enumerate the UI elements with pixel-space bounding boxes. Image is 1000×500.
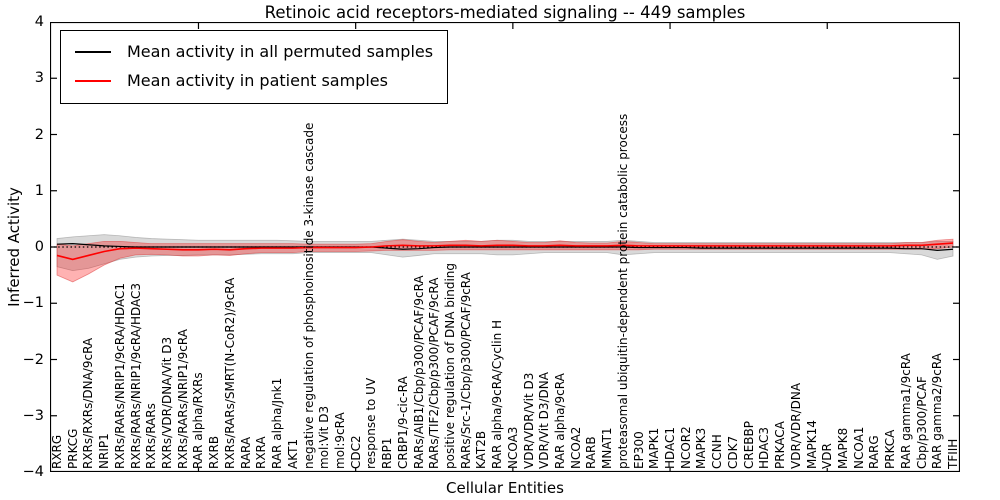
x-axis-label: Cellular Entities bbox=[446, 479, 564, 497]
xtick-label: RXRs/RARs/NRIP1/9cRA bbox=[175, 329, 190, 469]
xtick-label: NCOA1 bbox=[851, 426, 866, 469]
legend-label-patient: Mean activity in patient samples bbox=[127, 71, 388, 90]
legend-item-permuted: Mean activity in all permuted samples bbox=[75, 37, 433, 66]
xtick-label: RXRA bbox=[254, 436, 269, 469]
xtick-label: RAR alpha/9cRA/Cyclin H bbox=[490, 319, 505, 469]
xtick-label: VDR/VDR/DNA bbox=[788, 382, 803, 469]
xtick-label: RARA bbox=[238, 436, 253, 469]
xtick-label: MAPK8 bbox=[835, 427, 850, 469]
xtick-label: MAPK3 bbox=[694, 427, 709, 469]
ytick-label: 2 bbox=[34, 126, 44, 143]
xtick-label: CCNH bbox=[710, 434, 725, 469]
mean-line-patient bbox=[56, 242, 954, 261]
xtick-label: CDC2 bbox=[348, 435, 363, 469]
xtick-label: RARB bbox=[584, 436, 599, 469]
xtick-label: VDR/VDR/Vit D3 bbox=[521, 372, 536, 469]
xtick-label: RAR gamma1/9cRA bbox=[898, 353, 913, 469]
xtick-label: RAR alpha/Jnk1 bbox=[270, 377, 285, 469]
xtick-label: PRKCG bbox=[65, 428, 80, 469]
ytick-label: 0 bbox=[34, 239, 44, 255]
xtick-label: mol:Vit D3 bbox=[317, 405, 332, 469]
xtick-label: KAT2B bbox=[474, 430, 489, 469]
xtick-label: RXRs/VDR/DNA/Vit D3 bbox=[160, 336, 175, 469]
xtick-label: RARs/TIF2/Cbp/p300/PCAF/9cRA bbox=[427, 277, 442, 469]
xtick-label: RAR alpha/9cRA bbox=[553, 373, 568, 469]
xtick-label: CRBP1/9-cic-RA bbox=[395, 376, 410, 469]
xtick-label: RARG bbox=[867, 435, 882, 469]
xtick-label: PRKCA bbox=[883, 429, 898, 469]
xtick-label: HDAC3 bbox=[757, 426, 772, 469]
legend-line-red-icon bbox=[75, 79, 111, 82]
xtick-label: CDK7 bbox=[725, 435, 740, 469]
ytick-label: −2 bbox=[22, 351, 44, 368]
legend-label-permuted: Mean activity in all permuted samples bbox=[127, 42, 434, 61]
xtick-label: RXRs/RARs/NRIP1/9cRA/HDAC3 bbox=[128, 282, 143, 469]
xtick-label: MNAT1 bbox=[600, 427, 615, 469]
xtick-label: NCOA3 bbox=[505, 426, 520, 469]
xtick-label: MAPK14 bbox=[804, 420, 819, 469]
xtick-label: NRIP1 bbox=[97, 433, 112, 469]
mean-line-permuted bbox=[56, 243, 954, 251]
plot-svg bbox=[50, 22, 960, 472]
xtick-label: NCOA2 bbox=[568, 426, 583, 469]
ytick-label: 3 bbox=[34, 70, 44, 87]
xtick-label: RARs/AIB1/Cbp/p300/PCAF/9cRA bbox=[411, 275, 426, 469]
xtick-label: NCOR2 bbox=[678, 426, 693, 469]
xtick-label: proteasomal ubiquitin-dependent protein … bbox=[615, 113, 630, 469]
xtick-label: AKT1 bbox=[285, 438, 300, 469]
ytick-label: 4 bbox=[34, 14, 44, 30]
xtick-label: negative regulation of phosphoinositide … bbox=[301, 122, 316, 469]
chart-title: Retinoic acid receptors-mediated signali… bbox=[264, 3, 746, 22]
ytick-label: 1 bbox=[34, 182, 44, 199]
xtick-label: RBP1 bbox=[380, 437, 395, 469]
xtick-label: TFIIH bbox=[946, 438, 960, 469]
xtick-label: CREBBP bbox=[741, 421, 756, 469]
xtick-label: PRKACA bbox=[773, 421, 788, 469]
legend-line-black-icon bbox=[75, 50, 111, 53]
xtick-label: response to UV bbox=[364, 377, 379, 469]
xtick-label: RXRs/RARs/NRIP1/9cRA/HDAC1 bbox=[112, 282, 127, 469]
legend: Mean activity in all permuted samples Me… bbox=[60, 30, 449, 104]
xtick-label: VDR/Vit D3/DNA bbox=[537, 372, 552, 469]
xtick-label: RAR gamma2/9cRA bbox=[930, 353, 945, 469]
xtick-label: RXRs/RARs/SMRT(N-CoR2)/9cRA bbox=[222, 277, 237, 469]
xtick-label: RARs/Src-1/Cbp/p300/PCAF/9cRA bbox=[458, 272, 473, 469]
xtick-label: VDR bbox=[820, 443, 835, 469]
ytick-label: −1 bbox=[22, 295, 44, 312]
xtick-label: RXRG bbox=[50, 434, 64, 469]
xtick-label: HDAC1 bbox=[663, 426, 678, 469]
ytick-label: −4 bbox=[22, 464, 44, 480]
ytick-label: −3 bbox=[22, 407, 44, 424]
xtick-label: EP300 bbox=[631, 431, 646, 469]
xtick-label: RXRB bbox=[207, 435, 222, 469]
xtick-label: positive regulation of DNA binding bbox=[442, 263, 457, 469]
xtick-label: Cbp/p300/PCAF bbox=[914, 376, 929, 469]
xtick-label: RXRs/RARs bbox=[144, 403, 159, 469]
xtick-label: MAPK1 bbox=[647, 427, 662, 469]
legend-item-patient: Mean activity in patient samples bbox=[75, 66, 433, 95]
xtick-label: RAR alpha/RXRs bbox=[191, 372, 206, 469]
xtick-label: RXRs/RXRs/DNA/9cRA bbox=[81, 337, 96, 469]
xtick-label: mol:9cRA bbox=[332, 412, 347, 469]
